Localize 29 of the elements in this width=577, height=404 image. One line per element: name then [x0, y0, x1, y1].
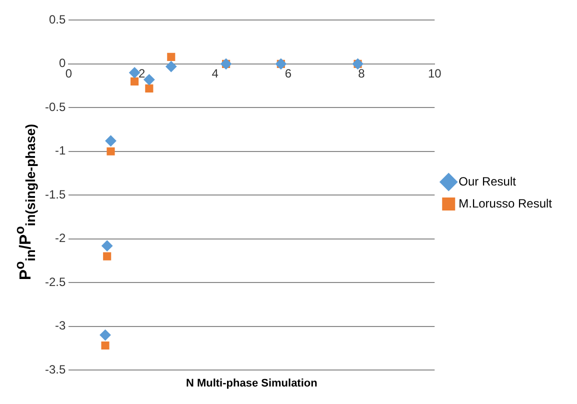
- y-tick-label: 0: [58, 56, 66, 70]
- y-tick-label: -1.5: [44, 187, 66, 202]
- point: [144, 74, 155, 86]
- y-tick-label: -3.5: [44, 362, 66, 376]
- point: [145, 84, 154, 92]
- x-axis-title: N Multi-phase Simulation: [186, 378, 318, 390]
- y-tick-label: -3: [55, 318, 66, 333]
- point: [102, 240, 113, 252]
- point: [106, 147, 115, 156]
- point: [105, 135, 116, 146]
- point: [166, 61, 177, 72]
- y-tick-label: -0.5: [44, 100, 66, 114]
- x-tick-label: 8: [358, 66, 366, 80]
- point: [103, 252, 112, 260]
- y-tick-label: 0.5: [48, 12, 66, 27]
- y-tick-label: -2.5: [44, 274, 66, 289]
- point: [130, 77, 139, 86]
- y-tick-label: -1: [55, 144, 66, 158]
- point: [129, 67, 140, 78]
- x-tick-label: 6: [284, 66, 292, 80]
- point: [167, 52, 176, 61]
- point: [101, 341, 110, 350]
- point: [100, 330, 111, 341]
- x-tick-label: 2: [138, 66, 146, 80]
- x-tick-label: 4: [212, 66, 219, 80]
- x-tick-label: 10: [428, 66, 442, 80]
- legend-label: Our Result: [458, 174, 517, 188]
- y-tick-label: -2: [55, 231, 66, 246]
- legend-label: M.Lorusso Result: [458, 196, 553, 210]
